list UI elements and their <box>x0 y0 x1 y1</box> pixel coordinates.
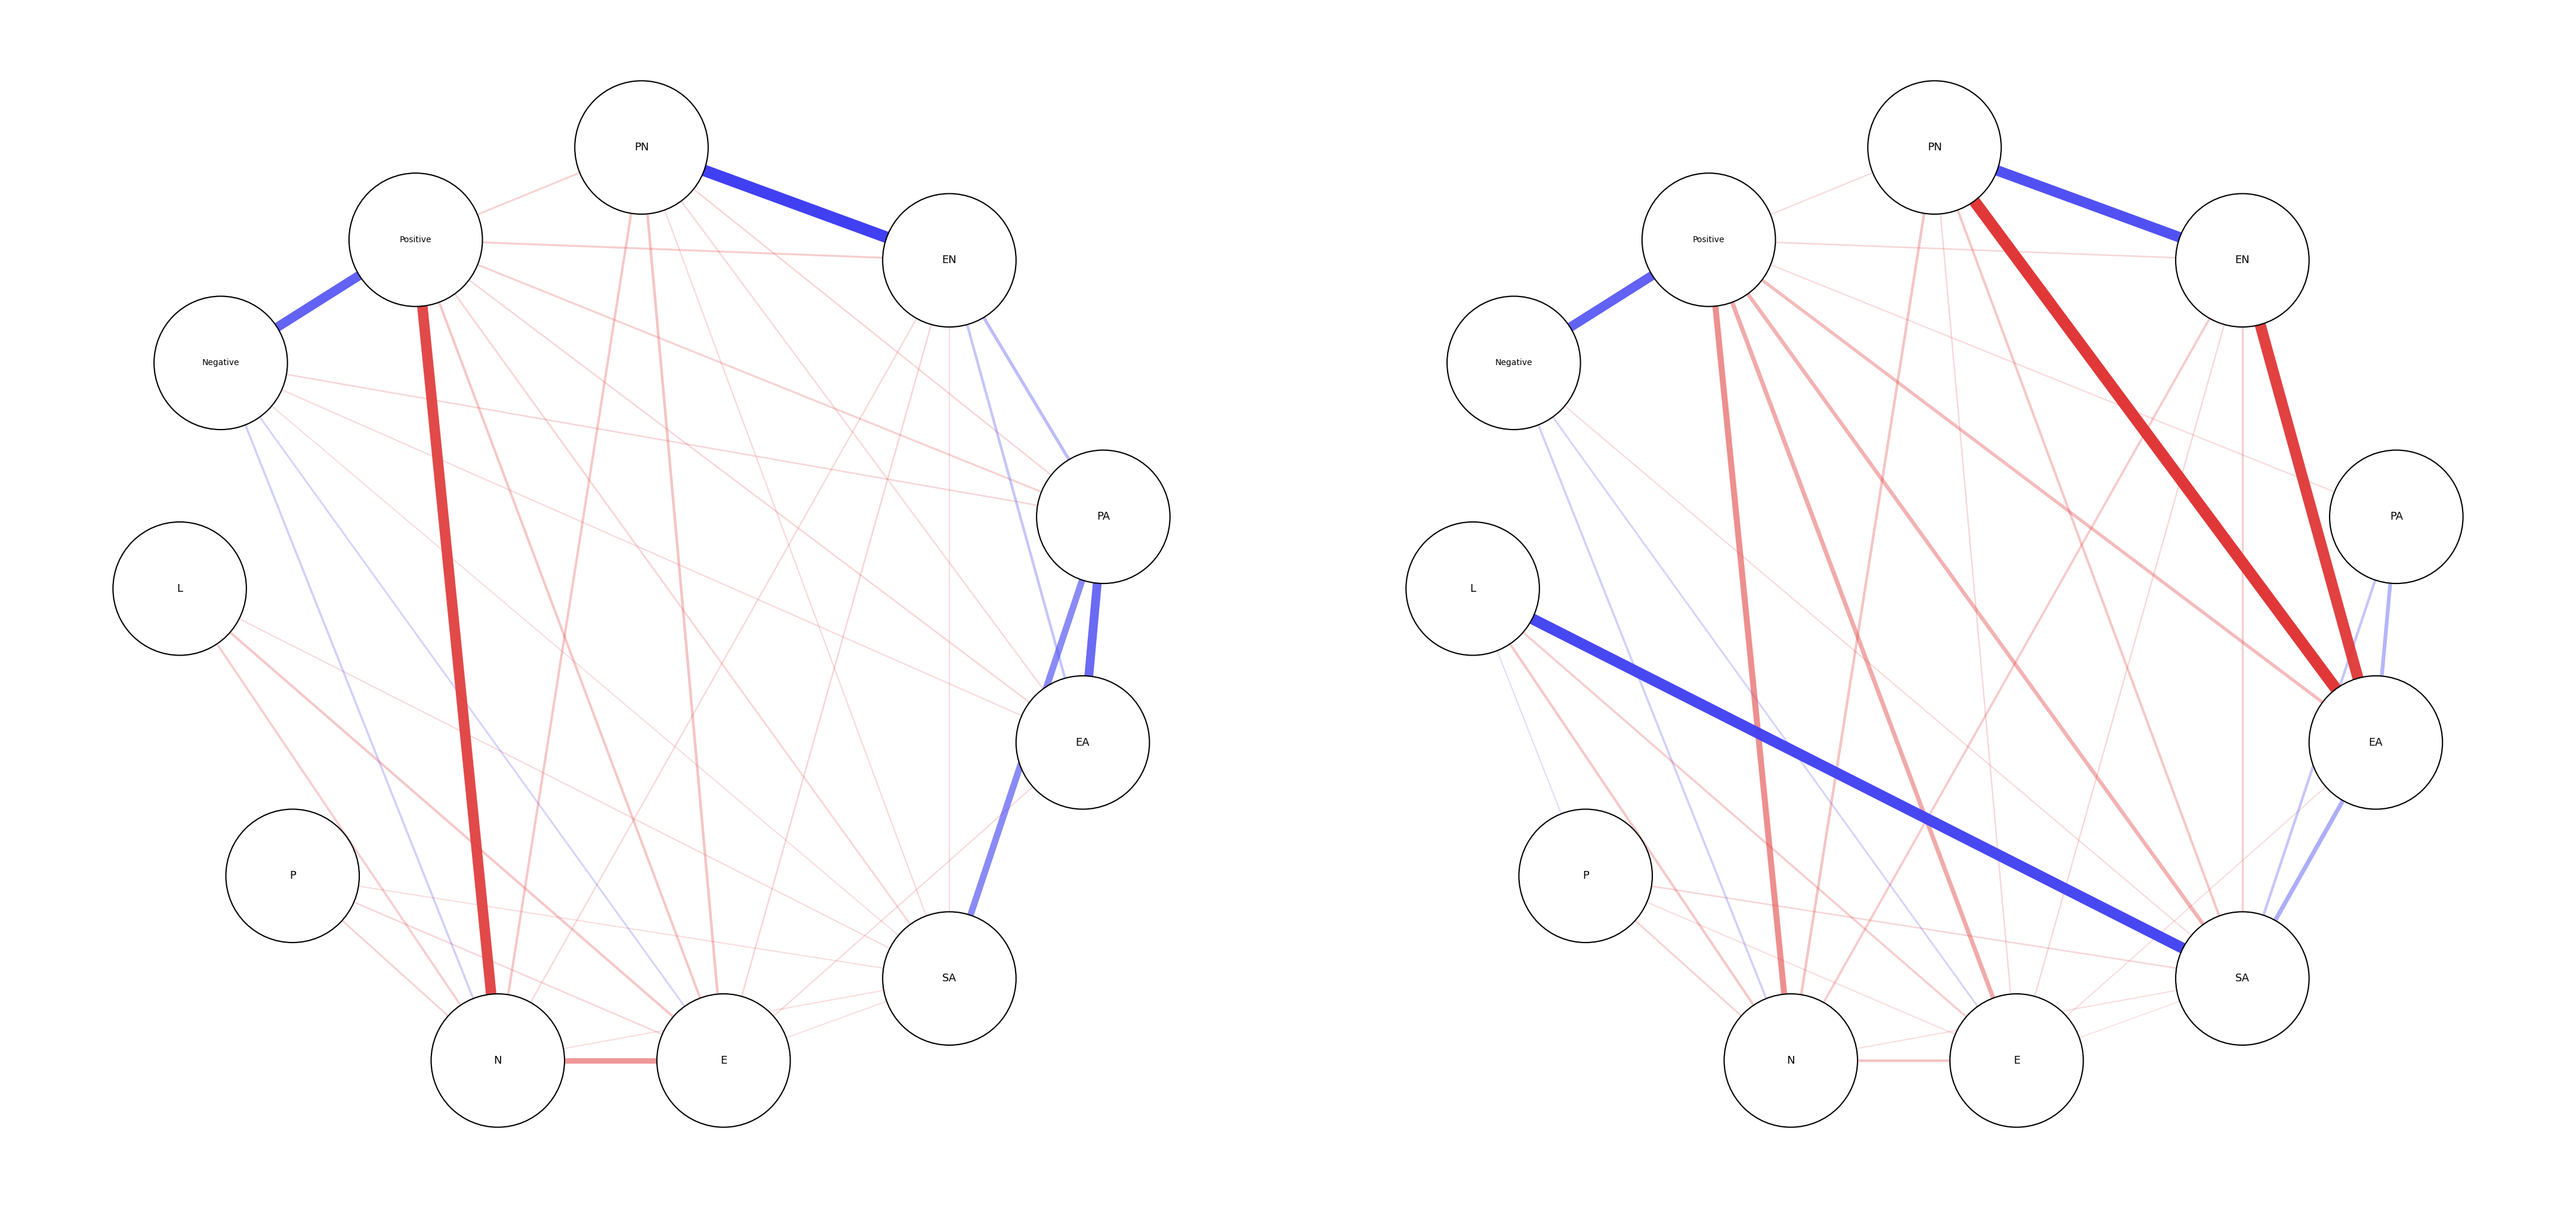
Circle shape <box>2329 451 2463 583</box>
Text: Negative: Negative <box>1494 359 1533 367</box>
Text: SA: SA <box>2236 974 2249 983</box>
Text: L: L <box>178 583 183 594</box>
Circle shape <box>2177 193 2308 327</box>
Text: P: P <box>289 871 296 882</box>
Text: P: P <box>1582 871 1589 882</box>
Circle shape <box>1448 296 1582 430</box>
Circle shape <box>1950 994 2084 1127</box>
Text: E: E <box>2014 1055 2020 1065</box>
Text: EA: EA <box>1077 737 1090 748</box>
Text: EA: EA <box>2370 737 2383 748</box>
Circle shape <box>1520 809 1651 942</box>
Text: EN: EN <box>943 255 956 266</box>
Circle shape <box>1723 994 1857 1127</box>
Text: SA: SA <box>943 974 956 983</box>
Text: N: N <box>495 1055 502 1065</box>
Circle shape <box>1641 173 1775 307</box>
Circle shape <box>155 296 289 430</box>
Circle shape <box>227 809 358 942</box>
Circle shape <box>2177 912 2308 1045</box>
Circle shape <box>348 173 482 307</box>
Text: PN: PN <box>1927 143 1942 153</box>
Circle shape <box>1868 81 2002 214</box>
Circle shape <box>574 81 708 214</box>
Text: PN: PN <box>634 143 649 153</box>
Circle shape <box>430 994 564 1127</box>
Circle shape <box>884 912 1015 1045</box>
Text: Negative: Negative <box>201 359 240 367</box>
Circle shape <box>113 522 247 655</box>
Circle shape <box>884 193 1015 327</box>
Circle shape <box>657 994 791 1127</box>
Circle shape <box>2308 675 2442 809</box>
Text: L: L <box>1471 583 1476 594</box>
Text: PA: PA <box>2391 511 2403 522</box>
Text: Positive: Positive <box>1692 236 1726 244</box>
Circle shape <box>1406 522 1540 655</box>
Text: Positive: Positive <box>399 236 433 244</box>
Text: PA: PA <box>1097 511 1110 522</box>
Text: N: N <box>1788 1055 1795 1065</box>
Circle shape <box>1036 451 1170 583</box>
Text: E: E <box>721 1055 726 1065</box>
Text: EN: EN <box>2236 255 2249 266</box>
Circle shape <box>1015 675 1149 809</box>
